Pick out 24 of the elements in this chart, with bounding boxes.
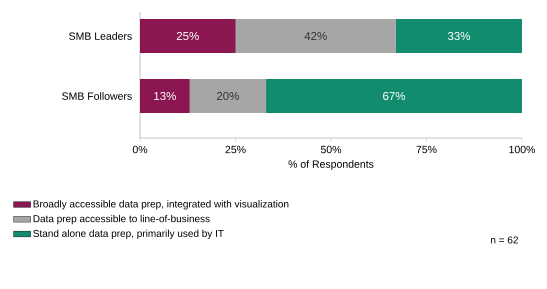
bar [266,78,522,113]
data-label: 33% [448,32,470,40]
data-label: 42% [304,32,327,40]
text: n = 62 [491,236,518,244]
legend-label: Stand alone data prep, primarily used by IT [33,230,224,239]
x-tick-label: 0% [132,146,148,154]
x-tick-label: 100% [509,146,536,154]
bar [140,78,190,113]
data-label: 20% [216,92,239,100]
legend-label: Broadly accessible data prep, integrated with visualization [34,200,288,210]
bar [236,19,396,53]
data-label: 25% [176,32,199,40]
y-tick-label: SMB Followers [62,92,132,100]
x-tick-label: 75% [416,146,437,154]
x-tick-label: 25% [226,146,246,154]
x-tick-label: 50% [320,146,342,154]
bar [140,19,236,53]
data-label: 13% [154,92,176,100]
bar [396,19,522,53]
x-axis-title: % of Respondents [288,160,374,170]
y-tick-label: SMB Leaders [69,32,132,40]
legend-label: Data prep accessible to line-of-business [34,214,210,224]
data-label: 67% [383,92,406,100]
bar [190,78,266,113]
